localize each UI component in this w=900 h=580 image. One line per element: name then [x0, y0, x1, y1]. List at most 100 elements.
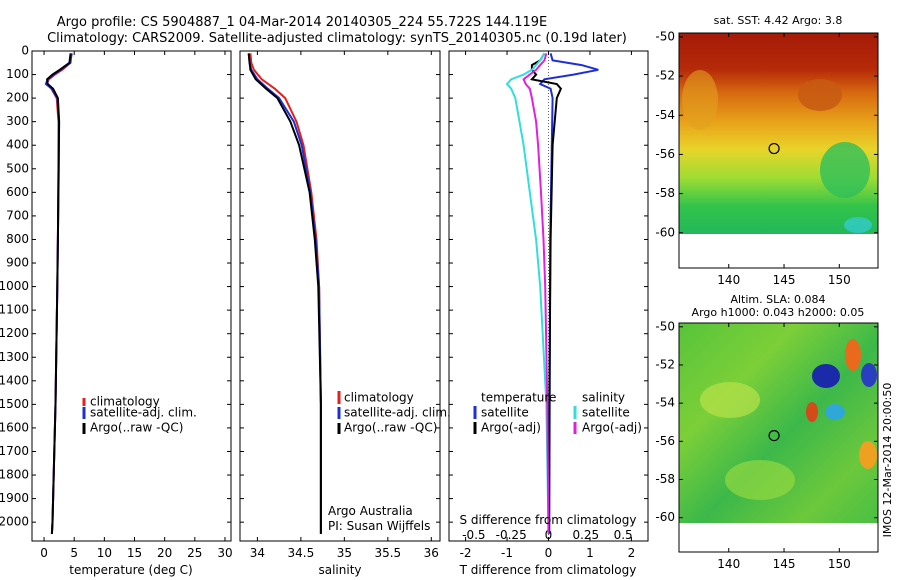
depth-tick-label: 700	[6, 208, 29, 222]
lon-tick-label: 145	[773, 557, 796, 571]
timestamp-stamp: IMOS 12-Mar-2014 20:00:50	[881, 383, 894, 538]
depth-tick-label: 1400	[0, 373, 29, 387]
sst-cyan-patch	[844, 217, 872, 233]
depth-tick-label: 400	[6, 138, 29, 152]
difference-depth-ticks	[449, 50, 648, 523]
t-difference-axis: -2 -1 0 1 2	[460, 51, 636, 560]
legend-temperature-title: temperature	[481, 391, 556, 405]
x-tick-label: -0.5	[462, 528, 485, 542]
x-tick-label: 0	[40, 546, 48, 560]
sla-map-frame	[678, 322, 879, 553]
lat-tick-label: -52	[655, 357, 675, 371]
lat-tick-label: -52	[655, 69, 675, 83]
depth-tick-label: 900	[6, 256, 29, 270]
argo-location-marker	[768, 142, 780, 155]
temperature-plot-frame	[31, 50, 232, 542]
sst-feature-west	[682, 70, 718, 130]
difference-legend: temperature satellite Argo(-adj) salinit…	[473, 391, 642, 435]
legend-argo-label: Argo(..raw -QC)	[90, 421, 183, 435]
depth-tick-label: 1300	[0, 350, 29, 364]
legend-s-argo-label: Argo(-adj)	[582, 421, 642, 435]
legend-t-argo-label: Argo(-adj)	[481, 421, 541, 435]
depth-tick-label: 100	[6, 67, 29, 81]
x-tick-label: 35.5	[374, 546, 401, 560]
sla-map-panel: Altim. SLA: 0.084 Argo h1000: 0.043 h200…	[655, 293, 879, 571]
argo-location-marker	[768, 429, 780, 442]
sla-map-title: Altim. SLA: 0.084	[730, 293, 825, 306]
lat-tick-label: -50	[655, 319, 675, 333]
s-difference-axis: -0.5 -0.25 0 0.25 0.5	[462, 528, 633, 542]
x-tick-label: 34.5	[288, 546, 315, 560]
sst-field	[679, 33, 878, 234]
legend-salinity-title: salinity	[582, 391, 625, 405]
x-tick-label: 0.25	[572, 528, 599, 542]
series-s_satellite	[505, 52, 550, 534]
series-argo	[46, 53, 72, 534]
series-argo	[529, 52, 563, 534]
series-s_argo	[522, 53, 550, 534]
sla-cyan-patch	[825, 404, 845, 420]
t-difference-axis-label: T difference from climatology	[459, 563, 637, 577]
lat-tick-label: -54	[655, 108, 675, 122]
lat-tick-label: -50	[655, 29, 675, 43]
x-tick-label: -0.25	[496, 528, 527, 542]
sst-lon-axis: 140 145 150	[717, 33, 851, 287]
sst-cool-patch	[820, 142, 870, 198]
salinity-axis-label: salinity	[318, 563, 361, 577]
sla-yellowish-band	[700, 382, 760, 418]
series-argo	[247, 53, 322, 534]
temperature-legend: climatology satellite-adj. clim. Argo(..…	[82, 395, 197, 435]
sst-field-base	[679, 33, 878, 234]
temperature-panel: 0100200300400500600700800900100011001200…	[0, 44, 233, 578]
figure-title-line2: Climatology: CARS2009. Satellite-adjuste…	[47, 31, 627, 46]
sst-map-frame	[678, 32, 879, 269]
depth-tick-label: 200	[6, 91, 29, 105]
x-tick-label: 0	[545, 546, 553, 560]
legend-satellite-label: satellite-adj. clim.	[90, 406, 197, 420]
x-tick-label: 0.5	[614, 528, 633, 542]
sla-yellowish-south	[725, 460, 795, 500]
depth-tick-label: 300	[6, 114, 29, 128]
salinity-legend: climatology satellite-adj. clim. Argo(..…	[337, 391, 451, 435]
depth-tick-label: 1500	[0, 397, 29, 411]
x-tick-label: 25	[187, 546, 202, 560]
salinity-panel: 34 34.5 35 35.5 36 climatology satellite-adj…	[239, 50, 451, 577]
x-tick-label: 30	[217, 546, 232, 560]
lat-tick-label: -54	[655, 396, 675, 410]
depth-tick-label: 1100	[0, 303, 29, 317]
depth-tick-label: 1700	[0, 444, 29, 458]
temperature-axis: 0 5 10 15 20 25 30	[40, 51, 233, 560]
lon-tick-label: 150	[828, 557, 851, 571]
sla-map-subtitle: Argo h1000: 0.043 h2000: 0.05	[692, 306, 865, 319]
x-tick-label: 15	[127, 546, 142, 560]
legend-s-satellite-label: satellite	[582, 406, 630, 420]
lon-tick-label: 140	[717, 273, 740, 287]
difference-panel: -2 -1 0 1 2 -0.5 -0.25 0 0.25 0.5 temperature sa…	[448, 50, 649, 577]
sla-low-eddy	[812, 364, 840, 388]
temperature-series	[44, 53, 73, 534]
s-difference-axis-label: S difference from climatology	[460, 513, 637, 527]
sla-low-eddy-east	[861, 363, 877, 387]
depth-tick-label: 1000	[0, 279, 29, 293]
legend-argo-label: Argo(..raw -QC)	[344, 421, 437, 435]
x-tick-label: 34	[250, 546, 265, 560]
legend-climatology-label: climatology	[90, 395, 160, 409]
depth-tick-label: 800	[6, 232, 29, 246]
legend-satellite-label: satellite-adj. clim.	[344, 406, 451, 420]
sla-high-eddy-mid	[806, 402, 818, 422]
depth-tick-label: 1800	[0, 468, 29, 482]
depth-tick-label: 1900	[0, 491, 29, 505]
depth-tick-label: 2000	[0, 515, 29, 529]
sst-map-panel: sat. SST: 4.42 Argo: 3.8 -50 -52 -54 -56 -58…	[655, 14, 879, 287]
lat-tick-label: -60	[655, 225, 675, 239]
x-tick-label: 2	[628, 546, 636, 560]
salinity-axis: 34 34.5 35 35.5 36	[250, 51, 439, 560]
salinity-depth-ticks	[240, 50, 440, 523]
x-tick-label: 20	[157, 546, 172, 560]
lat-tick-label: -58	[655, 186, 675, 200]
depth-tick-label: 1200	[0, 326, 29, 340]
depth-tick-label: 600	[6, 185, 29, 199]
sla-field	[679, 323, 878, 523]
sla-yellow-patch	[859, 441, 877, 469]
